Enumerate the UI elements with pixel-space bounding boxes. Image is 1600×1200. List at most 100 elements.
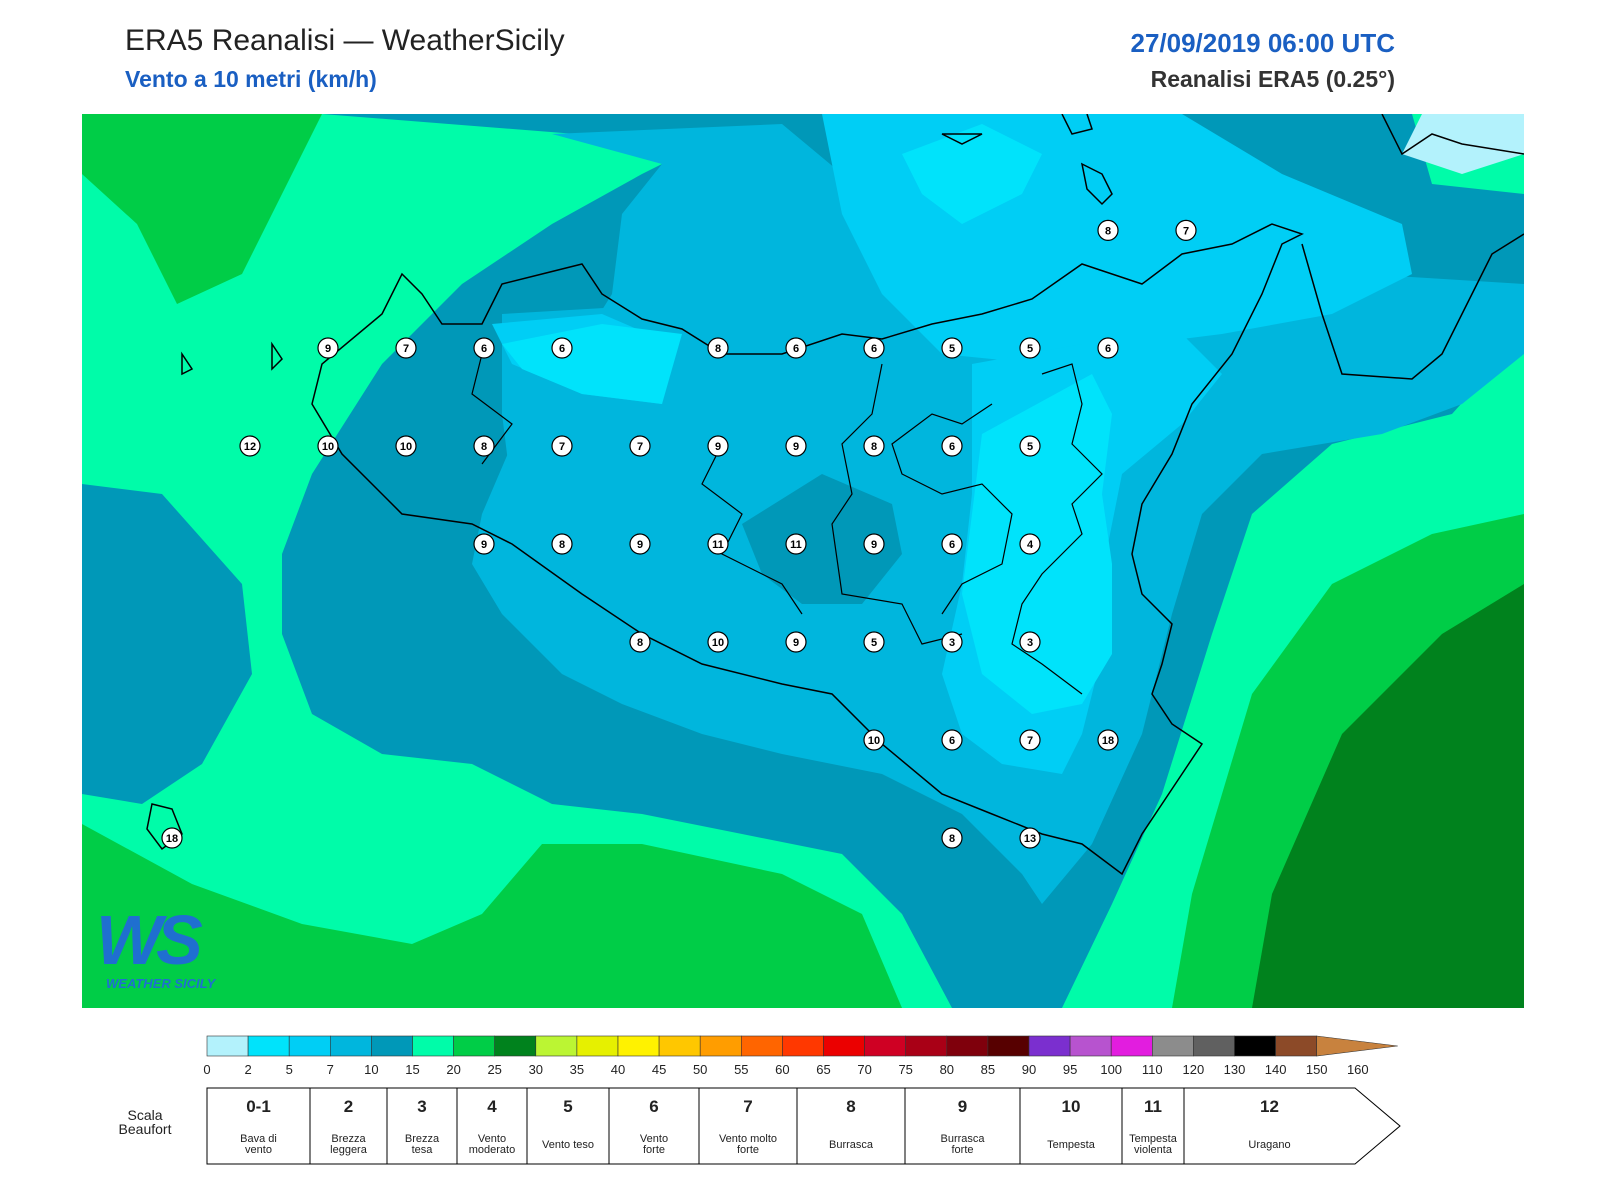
colorbar-tick-label: 140 <box>1265 1062 1287 1077</box>
colorbar-segment <box>1152 1035 1194 1057</box>
wind-speed-marker: 4 <box>1019 533 1041 555</box>
wind-speed-marker: 9 <box>707 435 729 457</box>
wind-speed-marker: 11 <box>707 533 729 555</box>
colorbar-segment <box>905 1035 948 1057</box>
colorbar-tick-label: 10 <box>364 1062 378 1077</box>
beaufort-box <box>386 1087 458 1165</box>
wind-speed-marker: 9 <box>785 631 807 653</box>
marker-circle <box>707 533 729 555</box>
colorbar-tick-label: 110 <box>1142 1062 1163 1077</box>
beaufort-desc-line2: moderato <box>469 1144 515 1156</box>
wind-field <box>82 114 1524 1008</box>
marker-value: 12 <box>244 441 256 453</box>
beaufort-box <box>796 1087 906 1165</box>
wind-speed-marker: 9 <box>863 533 885 555</box>
marker-circle <box>707 337 729 359</box>
marker-value: 9 <box>793 441 799 453</box>
beaufort-level: 12 Uragano <box>1183 1087 1401 1165</box>
wind-speed-marker: 8 <box>707 337 729 359</box>
marker-value: 7 <box>403 343 409 355</box>
marker-circle <box>941 435 963 457</box>
beaufort-level: 8 Burrasca <box>796 1087 906 1165</box>
wind-speed-marker: 6 <box>941 729 963 751</box>
marker-circle <box>1019 631 1041 653</box>
wind-speed-marker: 7 <box>629 435 651 457</box>
wind-speed-marker: 11 <box>785 533 807 555</box>
wind-speed-marker: 3 <box>1019 631 1041 653</box>
marker-value: 9 <box>481 539 487 551</box>
marker-value: 9 <box>325 343 331 355</box>
colorbar-segment <box>206 1035 249 1057</box>
beaufort-number: 8 <box>846 1097 855 1116</box>
marker-value: 6 <box>949 539 955 551</box>
logo-text: WEATHER SICILY <box>106 976 216 991</box>
colorbar-segment <box>864 1035 906 1057</box>
marker-circle <box>863 337 885 359</box>
marker-circle <box>785 337 807 359</box>
weathersicily-logo: WS WEATHER SICILY <box>96 900 256 1000</box>
beaufort-number: 3 <box>417 1097 426 1116</box>
colorbar-segment <box>946 1035 989 1057</box>
marker-value: 6 <box>949 441 955 453</box>
marker-value: 8 <box>715 343 721 355</box>
colorbar-segment <box>576 1035 619 1057</box>
marker-circle <box>941 337 963 359</box>
colorbar-segment <box>412 1035 454 1057</box>
beaufort-box <box>1183 1087 1401 1165</box>
colorbar-tick-label: 150 <box>1306 1062 1328 1077</box>
colorbar-segment <box>658 1035 701 1057</box>
marker-value: 3 <box>949 637 955 649</box>
wind-speed-marker: 10 <box>395 435 417 457</box>
marker-circle <box>629 533 651 555</box>
colorbar-tick-label: 90 <box>1022 1062 1036 1077</box>
colorbar-tick-label: 40 <box>611 1062 625 1077</box>
wind-speed-marker: 6 <box>785 337 807 359</box>
marker-value: 13 <box>1024 833 1036 845</box>
wind-speed-marker: 7 <box>1019 729 1041 751</box>
beaufort-box <box>526 1087 610 1165</box>
colorbar-segment <box>453 1035 496 1057</box>
colorbar-tick-label: 45 <box>652 1062 666 1077</box>
beaufort-box <box>698 1087 798 1165</box>
beaufort-box <box>309 1087 388 1165</box>
colorbar-tick-label: 65 <box>816 1062 830 1077</box>
marker-value: 8 <box>1105 225 1111 237</box>
marker-circle <box>863 631 885 653</box>
marker-circle <box>863 533 885 555</box>
colorbar-tick-label: 60 <box>775 1062 789 1077</box>
colorbar-tick-label: 5 <box>286 1062 293 1077</box>
coastlines <box>146 114 1524 876</box>
colorbar-segment <box>329 1035 372 1057</box>
colorbar-tick-label: 50 <box>693 1062 707 1077</box>
wind-speed-marker: 9 <box>785 435 807 457</box>
marker-circle <box>317 337 339 359</box>
wind-speed-marker: 5 <box>1019 337 1041 359</box>
map-title: ERA5 Reanalisi — WeatherSicily <box>125 24 565 57</box>
colorbar-segment <box>1069 1035 1112 1057</box>
marker-value: 6 <box>1105 343 1111 355</box>
marker-value: 7 <box>637 441 643 453</box>
wind-speed-marker: 8 <box>1097 219 1119 242</box>
colorbar-segment <box>1275 1035 1317 1057</box>
wind-speed-marker: 6 <box>941 435 963 457</box>
logo-mark: WS <box>96 901 203 979</box>
beaufort-desc-line1: Burrasca <box>829 1139 874 1151</box>
wind-speed-marker: 10 <box>317 435 339 457</box>
wind-speed-marker: 6 <box>473 337 495 359</box>
wind-speed-marker: 5 <box>1019 435 1041 457</box>
marker-value: 18 <box>166 833 178 845</box>
colorbar-segment <box>1110 1035 1153 1057</box>
beaufort-box <box>608 1087 700 1165</box>
colorbar-tick-label: 75 <box>898 1062 912 1077</box>
wind-speed-marker: 8 <box>629 631 651 653</box>
wind-scale-legend: 0 2 5 7 10 15 20 25 30 35 40 45 50 55 60 65 70 75 80 85 90 95… <box>119 1035 1401 1165</box>
marker-circle <box>941 827 963 849</box>
marker-circle <box>317 435 339 457</box>
colorbar-tick-label: 2 <box>244 1062 251 1077</box>
wind-speed-marker: 10 <box>863 729 885 751</box>
colorbar-tick-label: 95 <box>1063 1062 1077 1077</box>
